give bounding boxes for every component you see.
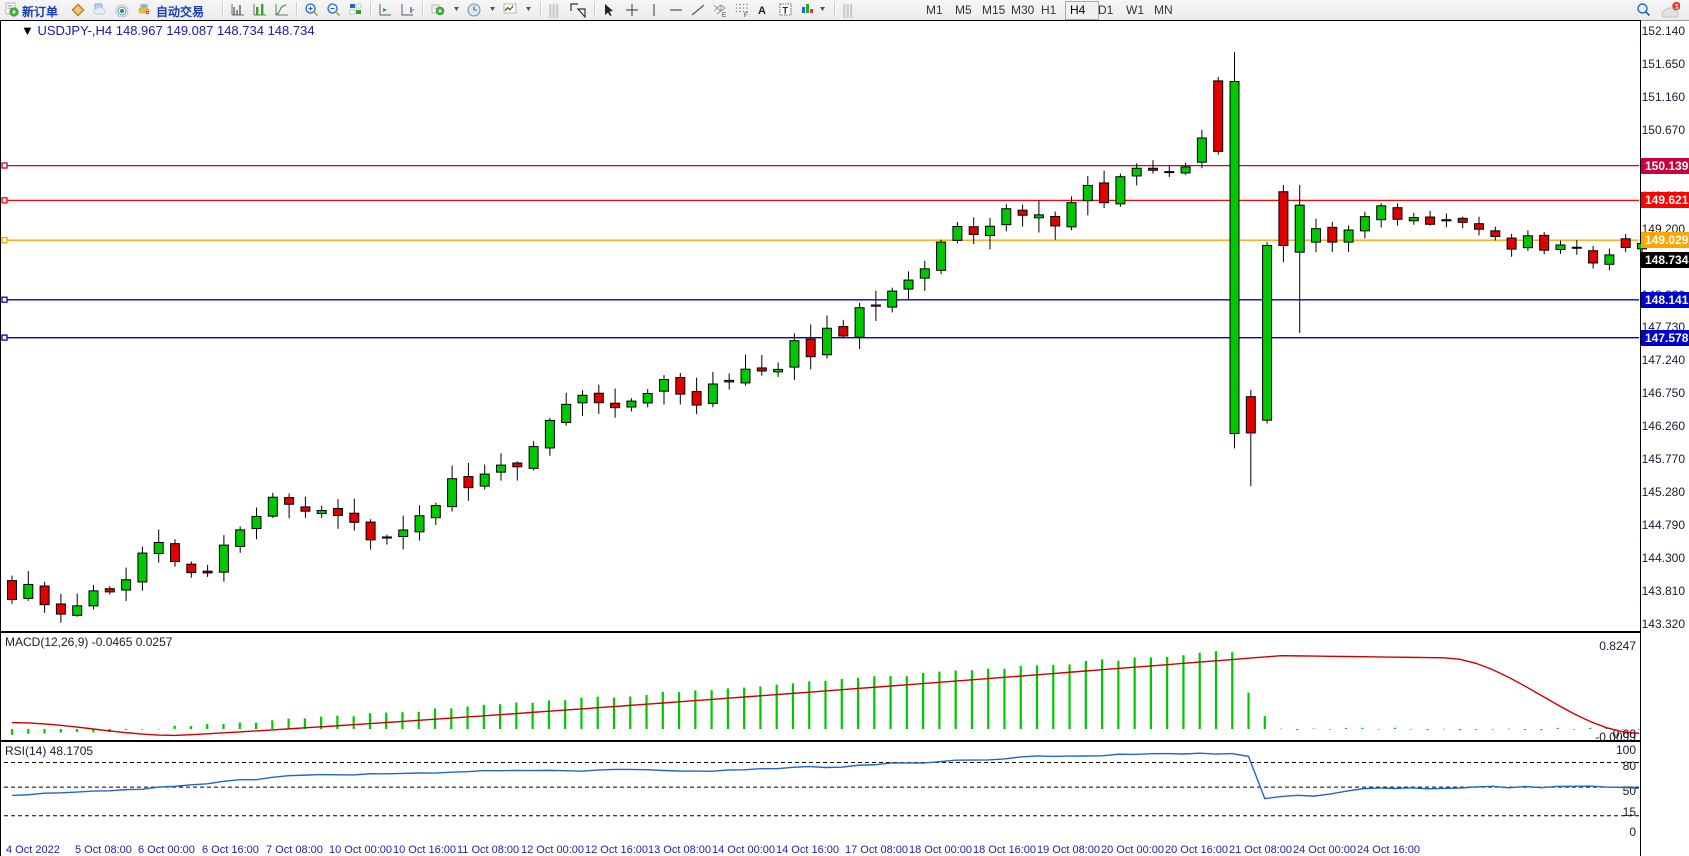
svg-text:T: T: [783, 6, 789, 16]
svg-text:E: E: [722, 13, 726, 18]
svg-text:F: F: [744, 13, 748, 18]
svg-text:A: A: [758, 5, 766, 17]
